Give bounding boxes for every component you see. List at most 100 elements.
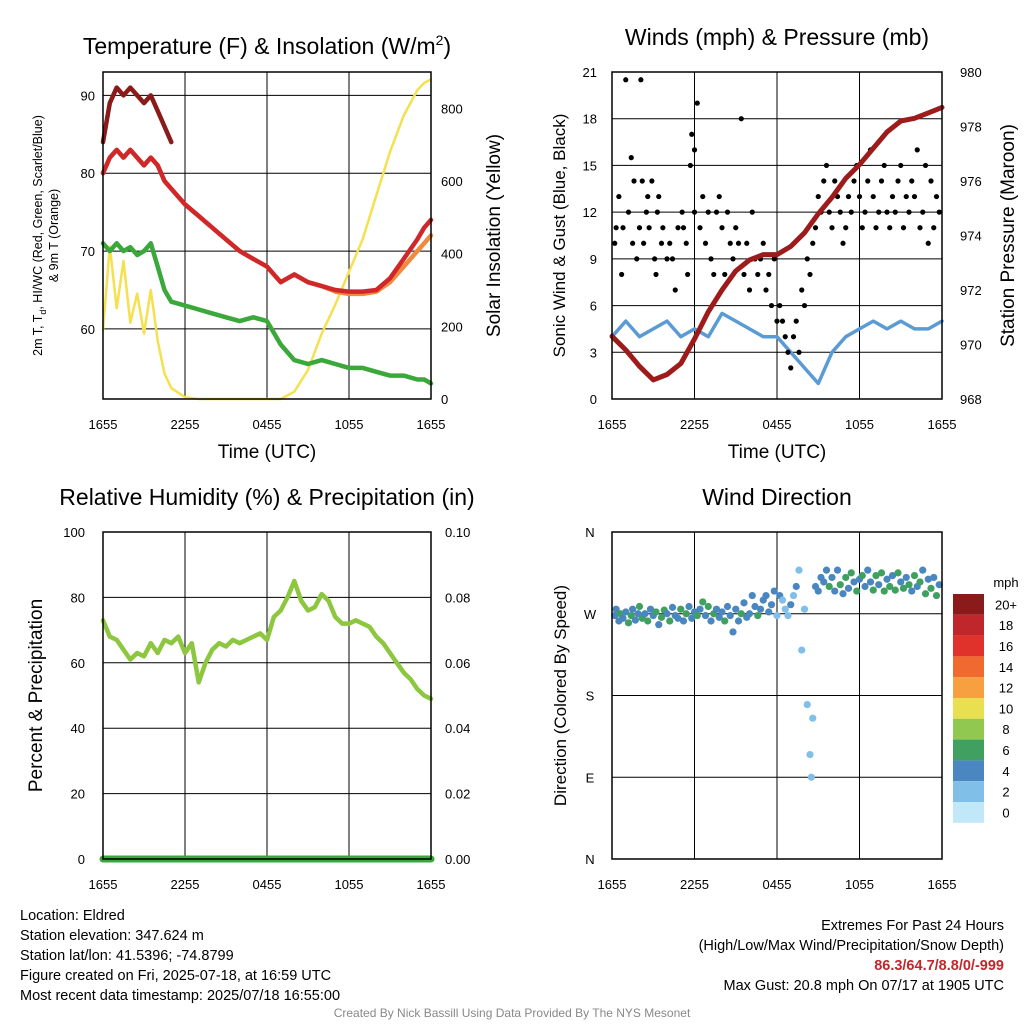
wind-gust-point [675, 225, 681, 231]
wind-gust-point [914, 147, 920, 153]
dir-direction-point [894, 569, 902, 577]
wind-gust-point [755, 271, 761, 278]
dir-direction-point [767, 601, 776, 609]
wind-gust-point [619, 271, 625, 278]
dir-direction-point [732, 605, 740, 613]
wind-gust-point [810, 240, 816, 246]
dir-legend-label: 4 [1002, 764, 1009, 779]
dir-direction-point [787, 601, 795, 609]
dir-chart-title: Wind Direction [702, 484, 852, 510]
wind-gust-point [735, 240, 742, 246]
wind-gust-point [821, 178, 827, 184]
dir-direction-point [622, 608, 630, 616]
wind-gust-point [906, 209, 912, 215]
wind-gust-point [777, 302, 783, 309]
wind-x-tick-label: 2255 [680, 417, 709, 432]
dir-direction-point [619, 614, 627, 622]
temp-y2-tick-label: 800 [441, 101, 463, 116]
wind-y2-tick-label: 970 [960, 338, 982, 353]
dir-legend-label: 14 [999, 660, 1013, 675]
wind-gust-point [793, 318, 799, 324]
rh-y-tick-label: 80 [71, 590, 85, 605]
temp-y-axis-label: 2m T, Td, HI/WC (Red, Green, Scarlet/Blu… [31, 115, 48, 356]
rh-y-tick-label: 100 [63, 525, 85, 540]
dir-direction-point [652, 608, 660, 616]
wind-gust-point [779, 318, 786, 324]
dir-direction-point [809, 714, 817, 722]
wind-x-tick-label: 0455 [763, 417, 792, 432]
wind-gust-point [807, 271, 813, 278]
dir-direction-point [899, 584, 908, 592]
wind-y-tick-label: 3 [590, 345, 597, 360]
rh-y-tick-label: 20 [71, 787, 85, 802]
dir-x-tick-label: 1655 [928, 877, 957, 892]
wind-y-tick-label: 0 [590, 392, 597, 407]
wind-gust-point [815, 193, 821, 200]
wind-gust-point [702, 240, 709, 246]
rh-y2-tick-label: 0.02 [445, 787, 470, 802]
dir-direction-point [726, 611, 734, 620]
wind-gust-point [848, 209, 854, 215]
dir-direction-point [677, 605, 685, 613]
rh-x-tick-label: 1655 [89, 877, 118, 892]
wind-gust-point [691, 209, 698, 215]
dir-direction-point [674, 614, 682, 622]
wind-gust-point [672, 287, 678, 293]
wind-x-tick-label: 1655 [598, 417, 627, 432]
dir-legend-swatch [953, 614, 984, 636]
dir-y-axis-label: Direction (Colored By Speed) [551, 585, 570, 806]
rh-y-tick-label: 0 [78, 852, 85, 867]
wind-y2-axis-label: Station Pressure (Maroon) [998, 124, 1019, 347]
wind-gust-point [903, 193, 909, 200]
dir-legend-swatch [953, 760, 984, 782]
dir-direction-point [707, 617, 715, 625]
rh-plot-frame [102, 531, 432, 860]
temp-series-line [100, 147, 434, 294]
dir-direction-point [631, 616, 639, 624]
dir-direction-point [908, 587, 916, 595]
dir-legend-label: 20+ [995, 597, 1017, 612]
dir-legend-swatch [953, 656, 984, 678]
dir-direction-point [820, 578, 828, 586]
dir-direction-point [729, 628, 737, 636]
dir-y-tick-label: N [585, 525, 594, 540]
extremes-info: Extremes For Past 24 Hours (High/Low/Max… [699, 916, 1004, 996]
wind-x-tick-label: 1655 [928, 417, 957, 432]
dir-direction-point [754, 611, 762, 620]
temp-x-tick-label: 1655 [417, 417, 446, 432]
wind-gust-point [832, 178, 838, 184]
wind-y2-tick-label: 980 [960, 65, 982, 80]
wind-gust-point [799, 287, 805, 293]
dir-direction-point [800, 605, 809, 613]
dir-direction-point [688, 614, 696, 622]
dir-legend-label: 12 [999, 681, 1013, 696]
wind-gust-point [730, 256, 736, 262]
dir-direction-point [699, 598, 707, 606]
temp-y2-tick-label: 0 [441, 392, 448, 407]
dir-legend-label: 8 [1002, 722, 1009, 737]
dir-direction-point [666, 617, 674, 625]
dir-legend-label: 6 [1002, 743, 1009, 758]
wind-gust-point [653, 271, 659, 278]
wind-y-tick-label: 9 [590, 252, 597, 267]
dir-direction-point [806, 750, 814, 759]
rh-y-tick-label: 40 [71, 721, 85, 736]
wind-gust-point [928, 178, 934, 184]
dir-direction-point [864, 566, 872, 574]
dir-direction-point [685, 602, 693, 611]
dir-legend-swatch [953, 594, 984, 615]
wind-gust-point [719, 225, 725, 231]
dir-direction-point [641, 610, 649, 618]
wind-gust-point [711, 271, 717, 278]
dir-direction-point [715, 613, 723, 621]
rh-y2-tick-label: 0.06 [445, 656, 470, 671]
wind-gust-point [658, 240, 665, 246]
dir-direction-point [770, 587, 778, 595]
wind-gust-point [909, 178, 915, 184]
wind-gust-point [733, 225, 739, 231]
dir-direction-point [646, 605, 655, 613]
temp-y2-tick-label: 200 [441, 319, 463, 334]
wind-gust-point [631, 178, 637, 184]
wind-gust-point [870, 193, 876, 200]
wind-gust-point [738, 116, 744, 122]
